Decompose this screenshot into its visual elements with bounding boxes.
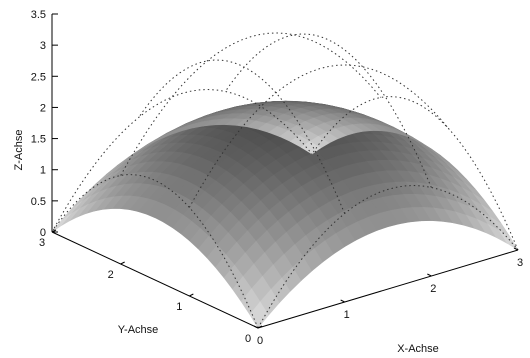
y-tick-label: 0 <box>245 333 251 345</box>
y-tick <box>189 293 194 297</box>
z-axis-title: Z-Achse <box>13 130 25 171</box>
y-tick <box>257 325 263 329</box>
axis-frame <box>51 14 519 329</box>
wireframe-line <box>138 59 346 214</box>
x-tick-label: 1 <box>344 309 350 321</box>
wireframe-line <box>311 96 519 251</box>
x-tick <box>427 273 432 277</box>
x-tick-label: 3 <box>517 257 523 269</box>
z-tick-label: 3 <box>40 40 46 52</box>
x-axis-line <box>257 249 519 329</box>
z-tick-label: 2 <box>40 102 46 114</box>
wireframe-line <box>257 185 519 329</box>
y-axis-line <box>51 231 259 329</box>
wireframe-line <box>51 89 313 233</box>
x-tick <box>340 299 345 303</box>
z-tick-label: 0 <box>40 227 46 239</box>
wireframe-line <box>120 32 382 176</box>
wireframe-line <box>224 33 432 188</box>
wireframe-line <box>51 174 259 329</box>
z-tick-label: 1 <box>40 165 46 177</box>
y-tick-label: 3 <box>39 237 45 249</box>
x-tick <box>253 325 259 329</box>
x-axis-title: X-Achse <box>397 343 439 355</box>
z-tick-label: 2.5 <box>31 71 46 83</box>
y-axis-title: Y-Achse <box>118 324 159 336</box>
wireframe-line <box>188 64 450 208</box>
x-tick-label: 2 <box>430 283 436 295</box>
plot-layer <box>51 32 519 329</box>
z-tick-label: 3.5 <box>31 9 46 21</box>
z-tick-label: 1.5 <box>31 134 46 146</box>
x-tick <box>513 247 519 251</box>
y-tick <box>120 261 125 265</box>
y-tick <box>51 229 57 233</box>
y-tick-label: 2 <box>108 269 114 281</box>
z-tick-label: 0.5 <box>31 196 46 208</box>
y-tick-label: 1 <box>176 301 182 313</box>
x-tick-label: 0 <box>257 335 263 347</box>
